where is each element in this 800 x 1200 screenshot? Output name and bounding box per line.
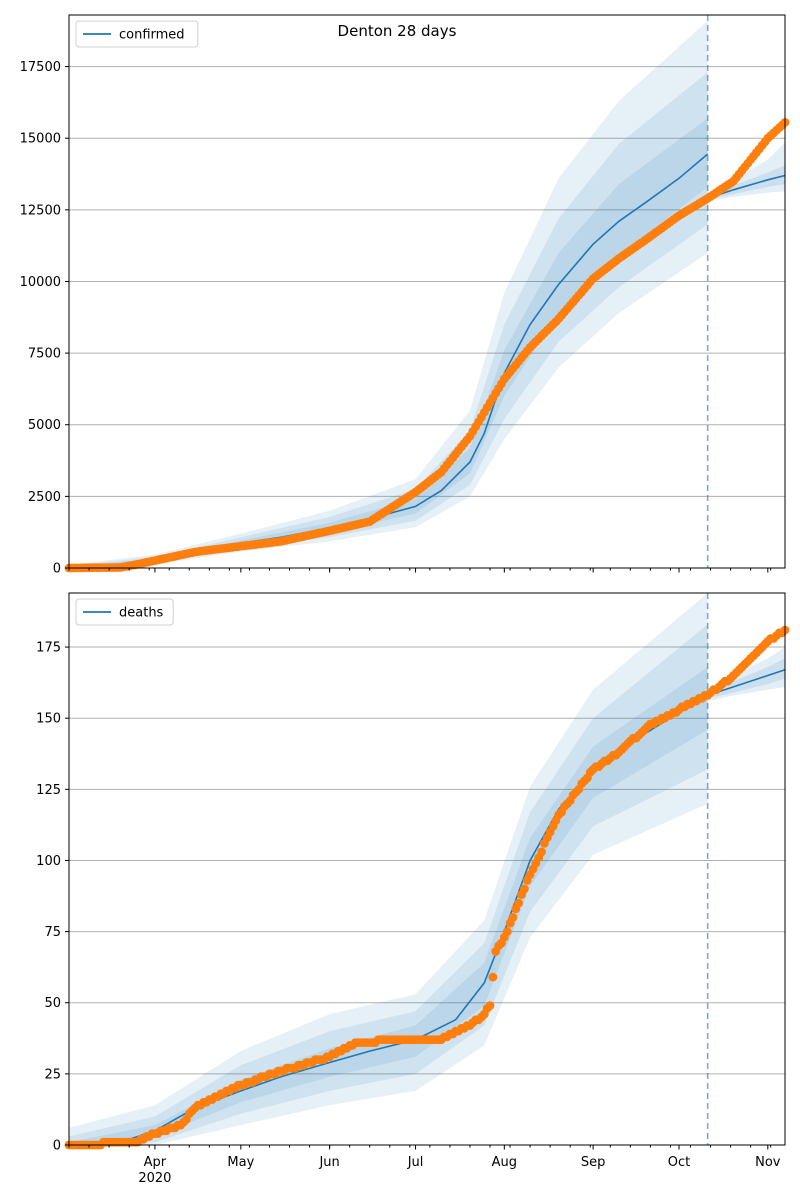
x-tick-label: Apr — [144, 1155, 167, 1170]
legend-label: deaths — [119, 606, 164, 621]
confirmed-panel: 0 2500 5000 7500 10000 12500 15000 17500 confirm… — [20, 14, 790, 577]
x-tick-label: Jul — [407, 1155, 424, 1170]
x-tick-label: Aug — [492, 1155, 517, 1170]
confidence-band — [69, 72, 708, 569]
legend-label: confirmed — [119, 28, 185, 43]
legend-box — [75, 20, 199, 48]
y-tick-label: 25 — [44, 1067, 61, 1082]
y-tick-label: 50 — [44, 996, 61, 1011]
forecast-band — [707, 647, 785, 702]
observed-point — [537, 847, 546, 857]
axes-frame — [68, 14, 786, 569]
x-tick-year-label: 2020 — [138, 1171, 171, 1186]
confidence-band — [69, 20, 708, 568]
y-tick-label: 0 — [53, 562, 61, 577]
axes-frame — [68, 592, 786, 1146]
legend: deaths — [75, 598, 174, 626]
x-tick-label: May — [227, 1155, 254, 1170]
confidence-band — [69, 667, 708, 1145]
observed-point — [520, 884, 529, 894]
y-tick-label: 2500 — [28, 490, 61, 505]
y-tick-label: 10000 — [20, 275, 61, 290]
x-tick-label: Jun — [318, 1155, 339, 1170]
y-tick-label: 17500 — [20, 60, 61, 75]
y-tick-label: 15000 — [20, 132, 61, 147]
y-tick-label: 5000 — [28, 418, 61, 433]
y-tick-label: 175 — [36, 641, 61, 656]
x-tick-label: Oct — [668, 1155, 690, 1170]
x-tick-label: Nov — [755, 1155, 781, 1170]
observed-point — [485, 1001, 495, 1010]
forecast-line — [707, 669, 786, 697]
observed-point — [514, 898, 523, 908]
legend: confirmed — [75, 20, 199, 48]
x-tick-label: Sep — [581, 1155, 606, 1170]
y-tick-label: 100 — [36, 854, 61, 869]
legend-box — [75, 598, 174, 626]
y-tick-label: 12500 — [20, 203, 61, 218]
y-tick-label: 0 — [53, 1139, 61, 1154]
observed-point — [502, 927, 512, 936]
observed-point — [508, 913, 518, 922]
observed-point — [488, 972, 498, 982]
confidence-band — [69, 593, 708, 1145]
chart-title: Denton 28 days — [338, 22, 457, 40]
y-tick-label: 150 — [36, 712, 61, 727]
y-tick-label: 75 — [44, 925, 61, 940]
y-tick-label: 125 — [36, 783, 61, 798]
y-tick-label: 7500 — [28, 347, 61, 362]
